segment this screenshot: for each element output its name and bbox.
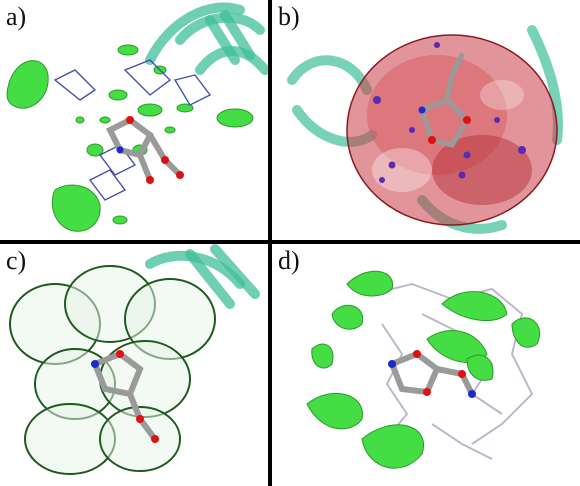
panel-b: b)	[272, 0, 580, 240]
green-isosurface	[6, 44, 254, 232]
panel-a-label: a)	[6, 2, 27, 31]
panel-a: a)	[0, 0, 268, 240]
horizontal-divider	[0, 240, 580, 244]
ligand-atoms	[116, 116, 184, 184]
panel-d-label: d)	[278, 246, 300, 275]
red-isosurface-sphere	[346, 34, 558, 226]
ligand-atoms	[388, 350, 476, 398]
dna-ribbon	[145, 244, 260, 309]
ligand-atoms	[418, 106, 471, 144]
panel-d-render	[306, 270, 541, 469]
ligand-atoms	[91, 350, 159, 443]
panel-c-render	[9, 244, 260, 475]
mesh-isosurface	[9, 265, 216, 475]
panel-b-label: b)	[278, 2, 300, 31]
ligand-sticks	[418, 52, 471, 148]
panel-a-render	[6, 2, 268, 232]
panel-d: d)	[272, 244, 580, 486]
green-isosurface	[306, 270, 541, 469]
dna-ribbon	[145, 2, 268, 75]
dna-bases-wire	[53, 59, 212, 201]
dna-wireframe	[371, 282, 534, 460]
panel-b-render	[287, 25, 563, 234]
panel-c-label: c)	[6, 246, 27, 275]
purple-atoms	[373, 42, 526, 183]
panel-c: c)	[0, 244, 268, 486]
